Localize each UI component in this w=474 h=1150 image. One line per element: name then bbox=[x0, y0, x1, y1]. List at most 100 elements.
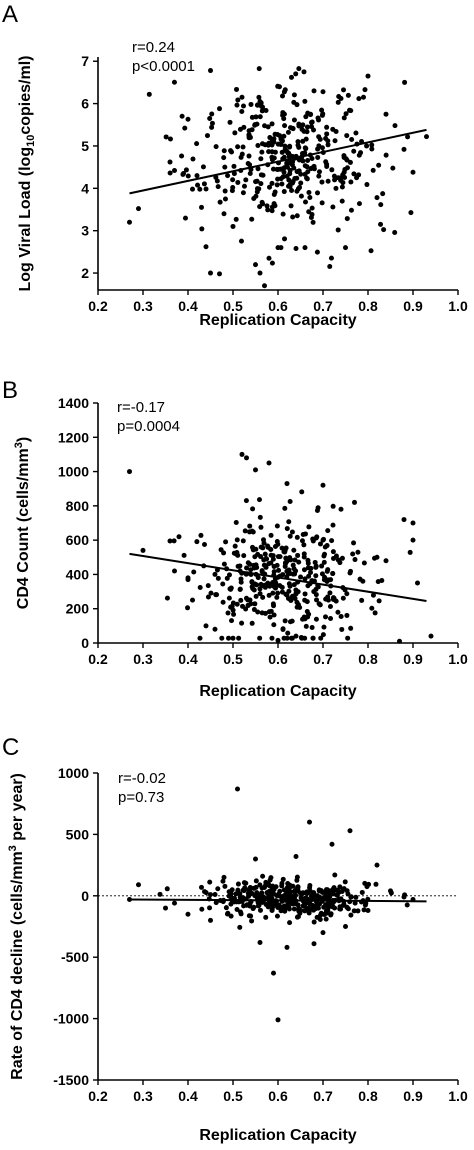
data-point bbox=[299, 489, 305, 495]
data-point bbox=[136, 206, 141, 212]
panel-b: B 0.2 0.3 0.4 0.5 0.6 0.7 0.8 0.9 1.0 0 200 400 600 80… bbox=[2, 377, 468, 700]
data-point bbox=[247, 561, 253, 567]
data-point bbox=[220, 599, 226, 605]
x-tick-label: 0.5 bbox=[223, 298, 243, 314]
data-point bbox=[253, 114, 259, 120]
data-point bbox=[307, 195, 313, 201]
data-point bbox=[327, 894, 333, 900]
data-point bbox=[301, 69, 307, 75]
x-tick-label: 0.8 bbox=[358, 651, 378, 667]
data-point bbox=[352, 557, 358, 563]
data-point bbox=[231, 611, 237, 617]
data-point bbox=[359, 597, 365, 603]
data-point bbox=[257, 635, 263, 641]
data-point bbox=[229, 618, 235, 624]
data-point bbox=[232, 130, 238, 136]
data-point bbox=[281, 907, 287, 913]
data-point bbox=[271, 622, 277, 628]
data-point bbox=[282, 547, 288, 553]
data-point bbox=[332, 138, 338, 144]
y-tick-label: 500 bbox=[66, 826, 90, 842]
data-point bbox=[293, 71, 299, 77]
data-point bbox=[313, 573, 319, 579]
data-point bbox=[397, 638, 402, 644]
data-point bbox=[324, 164, 330, 170]
data-point bbox=[301, 567, 307, 573]
data-point bbox=[269, 149, 275, 155]
data-point bbox=[260, 141, 266, 147]
data-point bbox=[302, 98, 308, 104]
data-point bbox=[274, 523, 280, 529]
data-point bbox=[243, 606, 249, 612]
data-point bbox=[185, 173, 191, 179]
data-point bbox=[252, 893, 258, 899]
stat-annotation: r=-0.02 bbox=[118, 770, 166, 787]
y-tick-label: 1400 bbox=[58, 395, 89, 411]
data-point bbox=[213, 144, 219, 150]
data-point bbox=[258, 181, 264, 187]
data-point bbox=[330, 503, 336, 509]
data-point bbox=[259, 104, 265, 110]
data-point bbox=[246, 133, 252, 139]
data-point bbox=[383, 152, 389, 158]
x-tick-label: 0.7 bbox=[313, 1088, 333, 1104]
data-point bbox=[282, 618, 288, 624]
data-point bbox=[295, 186, 301, 192]
data-point bbox=[324, 578, 330, 584]
data-point bbox=[309, 212, 315, 218]
data-point bbox=[199, 226, 205, 232]
data-point bbox=[320, 89, 326, 95]
data-point bbox=[238, 911, 244, 917]
data-point bbox=[348, 207, 354, 213]
data-point bbox=[331, 555, 337, 561]
data-point bbox=[294, 874, 300, 880]
data-point bbox=[285, 129, 291, 135]
data-point bbox=[319, 200, 325, 206]
x-tick-label: 0.2 bbox=[88, 298, 108, 314]
data-point bbox=[299, 538, 305, 544]
data-point bbox=[268, 901, 274, 907]
data-point bbox=[307, 901, 313, 907]
data-point bbox=[356, 152, 362, 158]
data-point bbox=[127, 219, 132, 225]
data-point bbox=[291, 117, 297, 123]
data-point bbox=[176, 534, 182, 540]
data-point bbox=[271, 603, 277, 609]
data-point bbox=[247, 597, 253, 603]
data-point bbox=[325, 597, 331, 603]
data-point bbox=[309, 205, 315, 211]
data-point bbox=[208, 270, 213, 276]
y-tick-label: 7 bbox=[81, 53, 89, 69]
data-point bbox=[323, 159, 329, 165]
data-point bbox=[287, 144, 293, 150]
x-tick-label: 0.5 bbox=[223, 651, 243, 667]
data-point bbox=[322, 544, 328, 550]
data-point bbox=[199, 906, 205, 912]
data-point bbox=[323, 916, 329, 922]
data-point bbox=[272, 189, 278, 195]
data-point bbox=[127, 469, 132, 475]
data-point bbox=[347, 570, 353, 576]
data-point bbox=[372, 610, 378, 616]
data-point bbox=[392, 123, 398, 129]
data-point bbox=[366, 881, 372, 887]
data-point bbox=[408, 210, 414, 216]
data-point bbox=[343, 245, 348, 251]
data-point bbox=[278, 245, 284, 251]
data-point bbox=[356, 201, 362, 207]
y-tick-label: 6 bbox=[81, 96, 89, 112]
data-point bbox=[251, 195, 257, 201]
data-point bbox=[287, 555, 293, 561]
data-point bbox=[291, 566, 297, 572]
data-point bbox=[286, 183, 292, 189]
data-point bbox=[249, 620, 255, 626]
data-point bbox=[320, 111, 326, 117]
data-point bbox=[290, 125, 296, 131]
x-tick-label: 0.6 bbox=[268, 298, 288, 314]
data-point bbox=[200, 164, 206, 170]
data-point bbox=[207, 879, 213, 885]
data-point bbox=[392, 230, 398, 236]
data-point bbox=[339, 555, 345, 561]
data-point bbox=[262, 283, 267, 289]
data-point bbox=[221, 148, 227, 154]
